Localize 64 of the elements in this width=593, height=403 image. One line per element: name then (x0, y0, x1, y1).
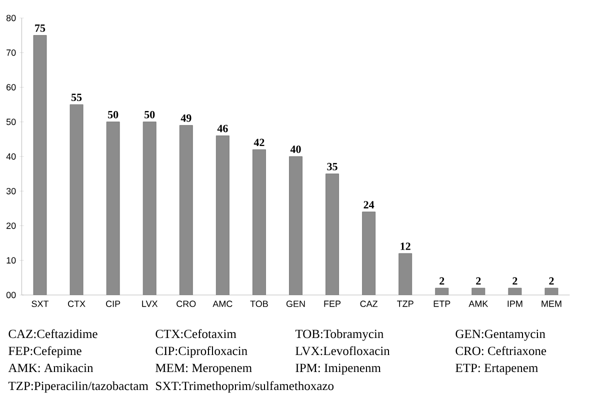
bar (362, 212, 376, 295)
text: TOB:Tobramycin (295, 329, 384, 341)
text: MEM: Meropenem (156, 364, 252, 375)
x-tick-label: AMC (212, 300, 232, 308)
text: CRO: Ceftriaxone (456, 346, 546, 356)
x-tick-label: ETP (434, 300, 450, 307)
text: SXT:Trimethoprim/sulfamethoxazo (156, 381, 334, 393)
x-tick-label: TOB (250, 300, 268, 308)
data-label: 75 (35, 24, 46, 32)
y-tick-label: 70 (6, 49, 16, 56)
x-tick-label: CTX (68, 300, 86, 308)
y-tick-label: 40 (6, 153, 16, 160)
data-label: 50 (144, 110, 155, 118)
y-tick-label: 20 (6, 222, 16, 229)
data-label: 42 (254, 138, 264, 146)
bar (216, 136, 230, 295)
text: TZP:Piperacilin/tazobactam (8, 381, 148, 393)
x-tick-label: MEM (542, 300, 562, 307)
bar (106, 122, 120, 295)
x-tick-label: CRO (176, 300, 196, 308)
text: LVX:Levofloxacin (296, 346, 390, 356)
x-tick-label: TZP (397, 300, 414, 307)
x-tick-label: SXT (32, 300, 49, 308)
text: IPM: Imipenenm (296, 364, 381, 375)
data-label: 50 (108, 110, 118, 118)
bar (70, 104, 84, 295)
data-label: 24 (364, 201, 374, 208)
y-tick-label: 30 (6, 188, 16, 194)
bar (326, 174, 339, 295)
text: CIP:Ciprofloxacin (156, 346, 248, 358)
y-tick-label: 60 (6, 84, 16, 90)
x-tick-label: LVX (142, 300, 158, 307)
y-tick-label: 10 (6, 257, 16, 264)
bar (33, 35, 47, 295)
text: CTX:Cefotaxim (156, 329, 236, 338)
text: FEP:Cefepime (8, 346, 82, 358)
text: AMK: Amikacin (8, 363, 94, 372)
text: ETP: Ertapenem (456, 364, 538, 375)
data-label: 40 (290, 146, 301, 153)
data-label: 12 (400, 242, 410, 250)
y-tick-label: 00 (6, 292, 16, 298)
bar (179, 125, 193, 295)
data-label: 2 (549, 277, 554, 285)
data-label: 2 (476, 277, 481, 285)
data-label: 49 (180, 114, 192, 122)
bar (289, 156, 302, 295)
y-tick-label: 50 (6, 118, 16, 126)
x-tick-label: CAZ (360, 300, 378, 308)
data-label: 2 (440, 277, 444, 285)
data-label: 55 (71, 94, 82, 102)
data-label: 35 (327, 162, 338, 170)
y-tick-label: 80 (6, 14, 16, 22)
bar (252, 149, 266, 295)
data-label: 46 (217, 124, 228, 132)
text: GEN:Gentamycin (456, 330, 546, 341)
bar (142, 122, 156, 295)
x-tick-label: GEN (286, 300, 305, 308)
x-tick-label: CIP (106, 300, 120, 308)
text: CAZ:Ceftazidime (8, 329, 98, 338)
x-tick-label: FEP (324, 300, 341, 307)
x-tick-label: AMK (468, 300, 488, 307)
x-tick-label: IPM (508, 300, 522, 307)
data-label: 2 (512, 277, 518, 285)
bar (398, 253, 412, 295)
